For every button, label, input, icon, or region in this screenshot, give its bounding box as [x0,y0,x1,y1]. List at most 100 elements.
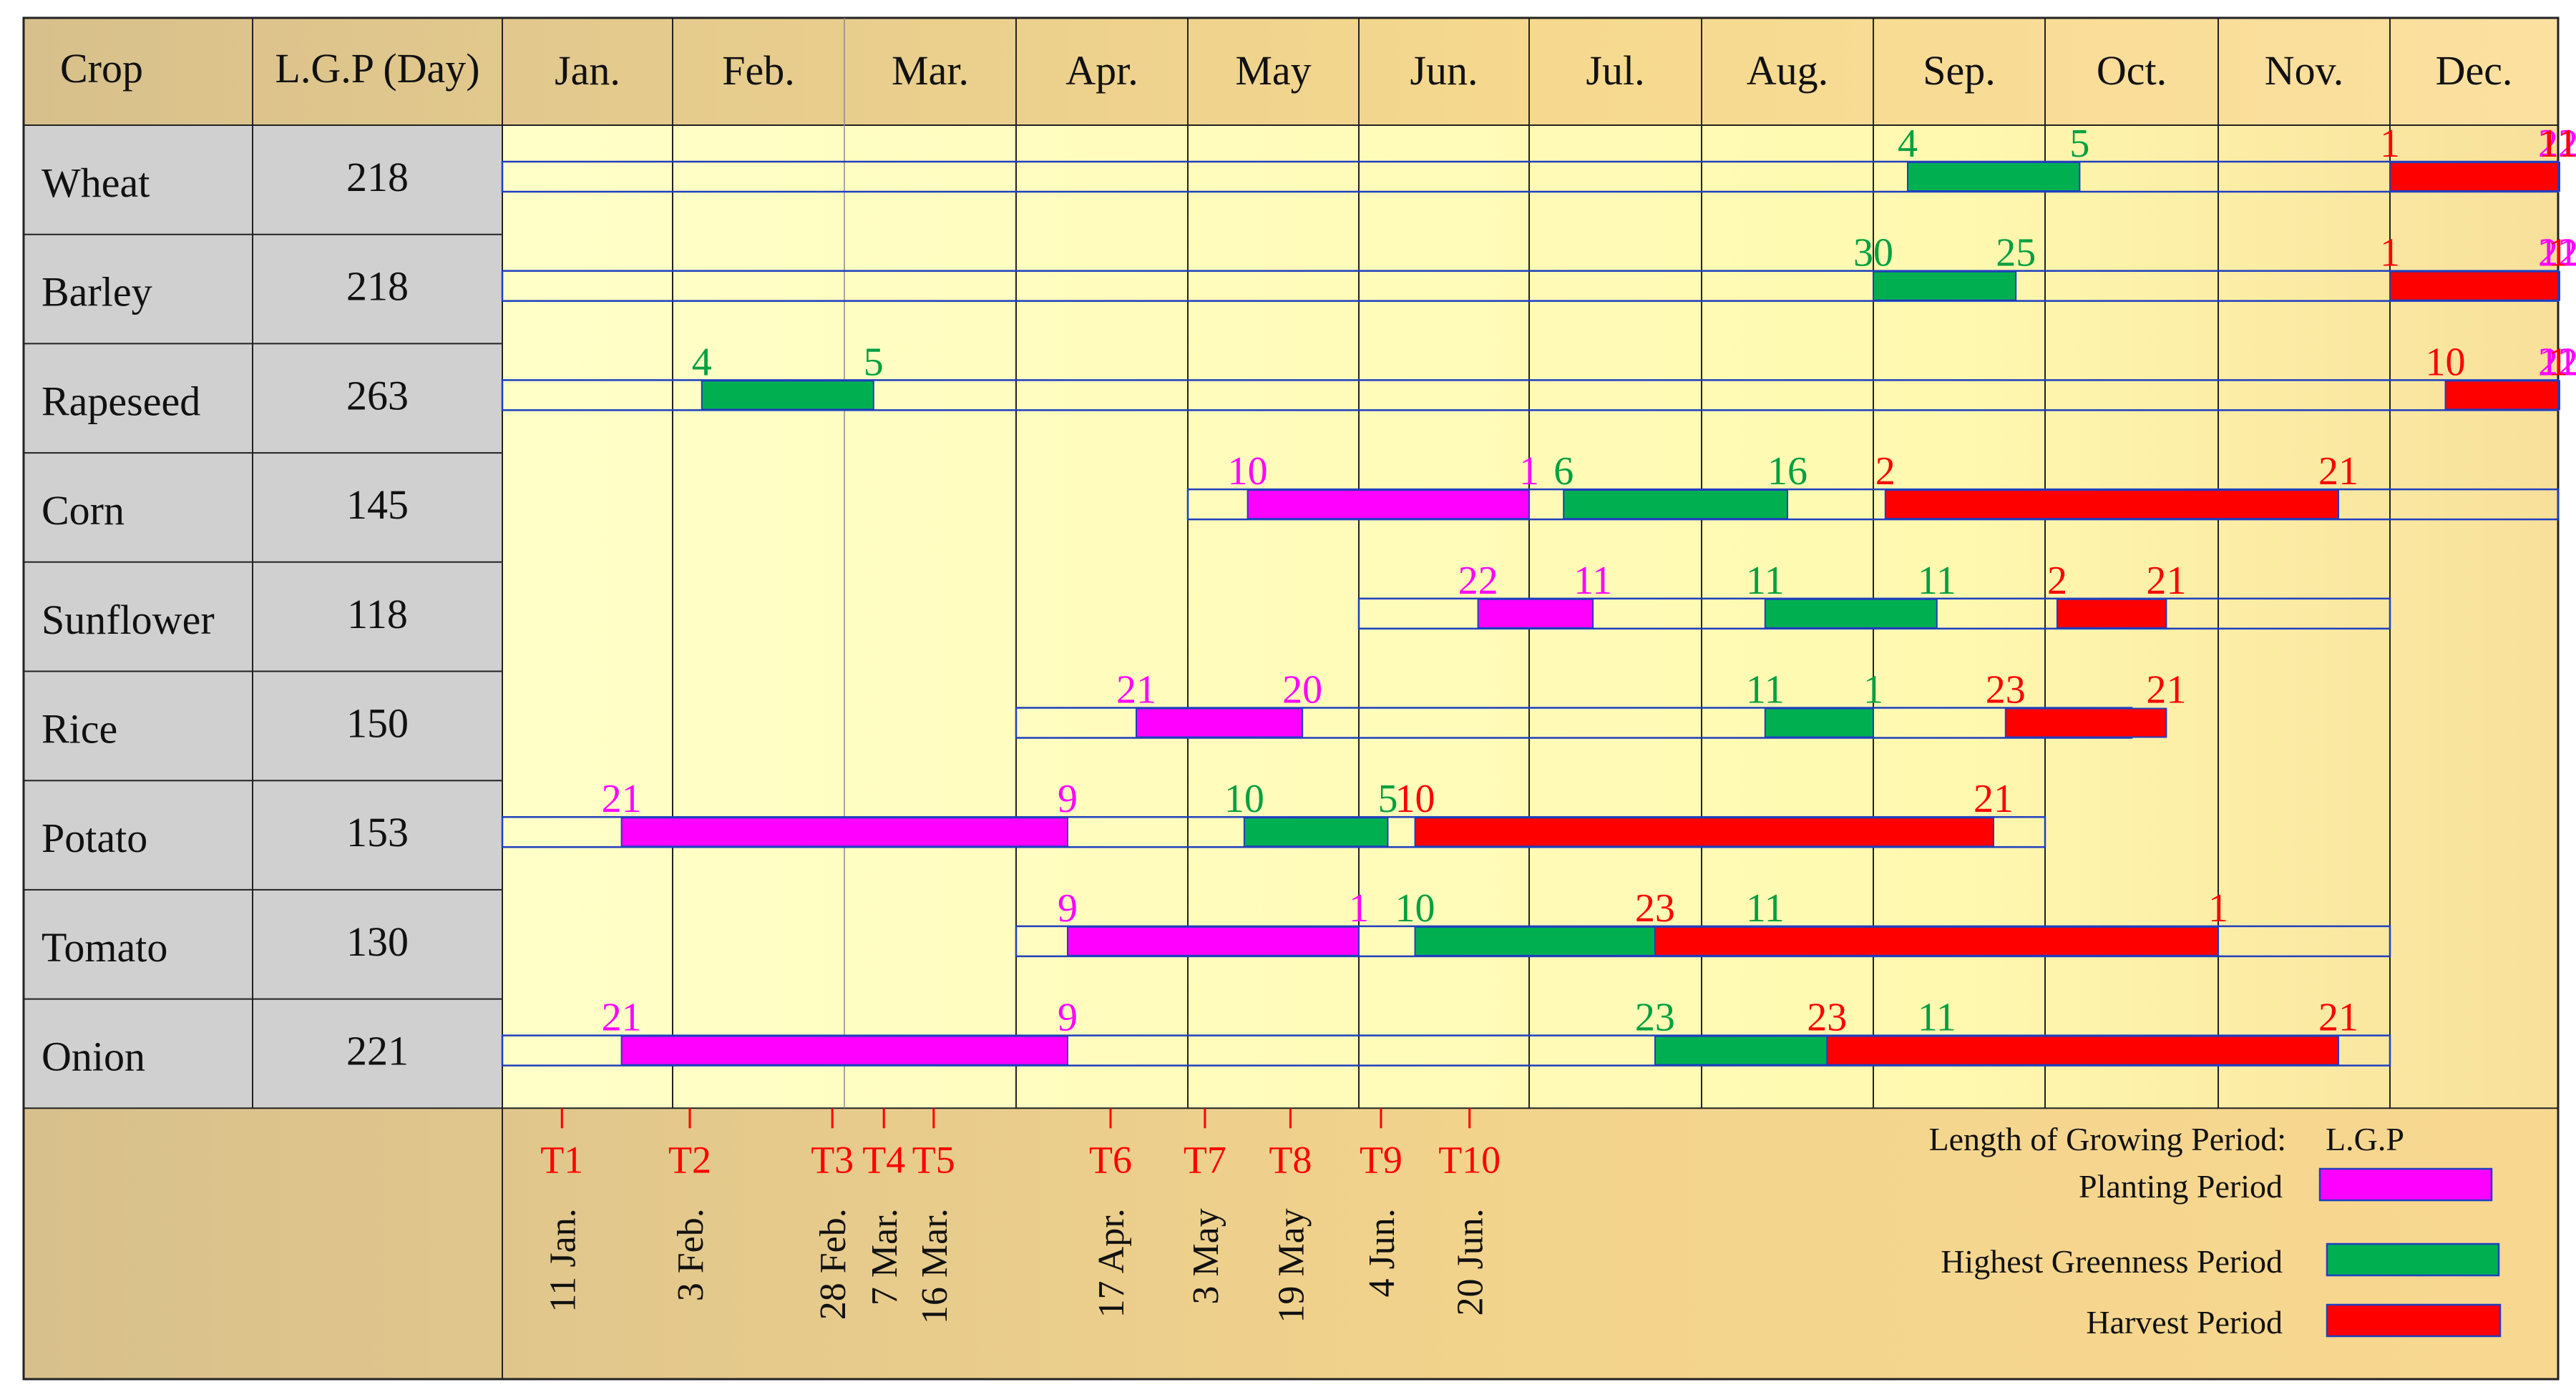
greenness-bar [1563,489,1788,520]
greenness-end-label: 16 [1767,449,1807,494]
season-band [1186,488,2560,521]
planting-bar [1246,489,1531,520]
harvest-end-label: 21 [2318,449,2358,494]
time-point-date: 16 Mar. [914,1208,955,1324]
time-point-label: T1 [540,1138,583,1181]
month-label: Jul. [1586,47,1644,94]
harvest-start-label: 1 [2380,231,2400,275]
harvest-start-label: 2 [1875,449,1896,494]
greenness-bar [1764,598,1938,629]
greenness-bar [1764,707,1875,738]
planting-start-label: 11 [2539,340,2576,384]
harvest-start-label: 2 [2047,559,2067,603]
crop-lgp: 263 [346,372,409,418]
crop-name: Barley [42,269,152,315]
planting-end-label: 9 [1058,777,1078,821]
greenness-end-label: 5 [2069,122,2089,166]
greenness-start-label: 30 [1853,231,1893,275]
greenness-start-label: 4 [1898,122,1918,166]
planting-end-label: 1 [1349,886,1369,931]
greenness-bar [701,380,874,411]
time-point-date: 19 May [1271,1208,1312,1323]
greenness-end-label: 11 [1746,886,1785,931]
legend-lgp-abbr: L.G.P [2326,1121,2404,1157]
month-label: Feb. [722,47,795,94]
harvest-end-label: 21 [2146,559,2186,603]
crop-name: Tomato [42,924,167,971]
harvest-start-label: 23 [1635,886,1675,931]
planting-bar [1067,926,1360,956]
harvest-bar [2389,270,2559,301]
time-point-date: 4 Jun. [1362,1208,1402,1297]
legend-label: Planting Period [2079,1168,2283,1205]
month-label: Oct. [2097,47,2167,94]
season-band [501,1034,2391,1067]
harvest-bar [1884,489,2340,520]
harvest-start-label: 23 [1986,668,2026,712]
crop-name: Onion [42,1034,145,1080]
planting-bar [620,817,1068,848]
planting-end-label: 22 [2538,340,2576,384]
harvest-end-label: 1 [2548,231,2568,275]
crop-name: Wheat [42,160,150,206]
greenness-end-label: 11 [1918,559,1956,603]
header-band [24,18,2558,125]
header-lgp: L.G.P (Day) [275,45,479,92]
harvest-end-label: 21 [2146,668,2186,712]
planting-start-label: 10 [1228,449,1268,494]
time-point-label: T3 [811,1138,854,1181]
greenness-start-label: 23 [1635,996,1675,1040]
greenness-end-label: 5 [864,340,884,384]
harvest-start-label: 10 [2426,340,2466,384]
header-crop: Crop [60,45,143,92]
crop-lgp: 218 [346,263,409,310]
planting-bar [1136,707,1304,738]
time-point-date: 7 Mar. [864,1208,905,1305]
crop-column-band [24,125,502,1109]
harvest-bar [1654,926,2219,956]
month-label: Jun. [1410,47,1478,94]
planting-end-label: 1 [1519,449,1539,494]
crop-lgp: 221 [346,1028,409,1074]
harvest-start-label: 23 [1807,996,1847,1040]
crop-lgp: 118 [347,591,408,637]
time-point-label: T8 [1269,1138,1312,1181]
legend-label: Highest Greenness Period [1941,1243,2283,1280]
legend-swatch-greenness [2326,1242,2500,1277]
legend-label: Harvest Period [2086,1304,2283,1340]
time-point-label: T4 [862,1138,905,1181]
time-point-label: T10 [1438,1138,1501,1181]
harvest-bar [2389,162,2559,192]
planting-bar [620,1035,1068,1066]
crop-name: Rapeseed [42,378,200,424]
month-label: Nov. [2265,47,2344,94]
greenness-end-label: 11 [1918,996,1956,1040]
planting-end-label: 11 [1574,559,1612,603]
planting-start-label: 21 [602,777,642,821]
harvest-bar [2004,707,2167,738]
crop-name: Sunflower [42,597,215,643]
greenness-start-label: 4 [692,340,712,384]
greenness-start-label: 11 [1746,559,1785,603]
greenness-bar [1873,270,2017,301]
planting-end-label: 9 [1058,996,1078,1040]
harvest-end-label: 11 [2539,122,2576,166]
crop-lgp: 153 [346,809,409,856]
time-point-label: T7 [1184,1138,1226,1181]
greenness-bar [1907,162,2081,192]
legend-lgp-label: Length of Growing Period: [1928,1121,2286,1157]
legend-swatch-planting [2318,1167,2493,1202]
harvest-bar [2444,380,2560,411]
greenness-start-label: 11 [1746,668,1785,712]
harvest-end-label: 1 [2548,340,2568,384]
month-label: Dec. [2436,47,2513,94]
harvest-end-label: 21 [2318,996,2358,1040]
planting-end-label: 20 [1282,668,1322,712]
greenness-start-label: 6 [1553,449,1574,494]
month-label: Sep. [1923,47,1996,94]
planting-start-label: 22 [1458,559,1498,603]
time-point-label: T9 [1360,1138,1402,1181]
time-point-date: 3 Feb. [670,1208,711,1301]
harvest-bar [1414,817,1995,848]
